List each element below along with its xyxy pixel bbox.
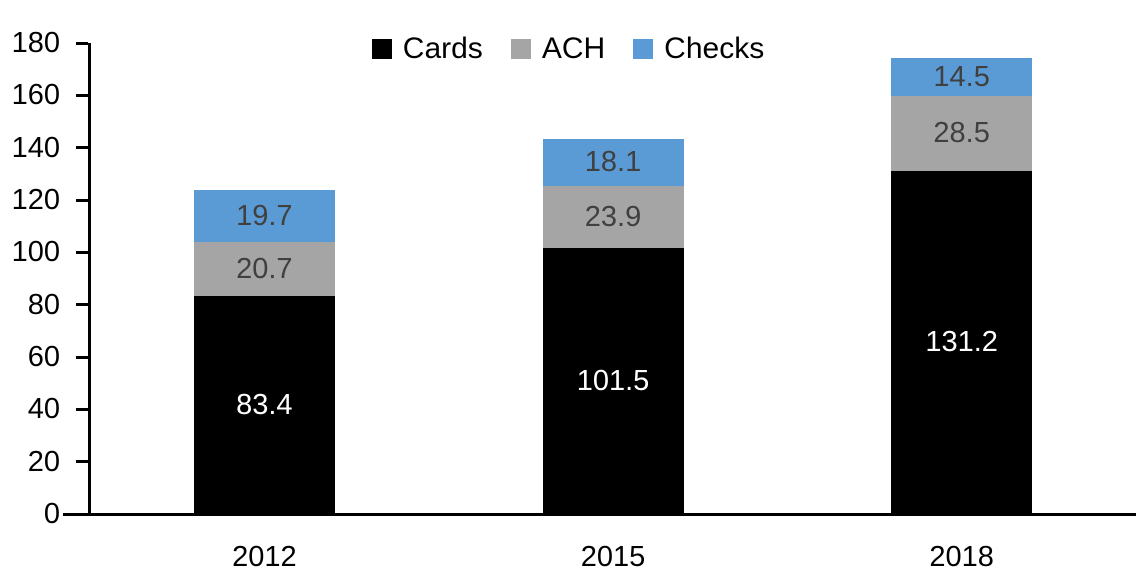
bar-segment-ach-2018: 28.5: [891, 96, 1033, 171]
bar-value-label: 14.5: [933, 61, 990, 94]
x-axis-label: 2015: [580, 541, 646, 573]
y-axis-tick-label: 160: [11, 79, 60, 112]
y-axis-tick-label: 140: [11, 131, 60, 164]
y-axis-tick: [76, 303, 88, 307]
bar-segment-ach-2012: 20.7: [193, 241, 335, 296]
bar-segment-checks-2018: 14.5: [891, 58, 1033, 97]
x-axis-label: 2012: [232, 541, 297, 573]
legend-swatch: [633, 39, 654, 59]
bar-segment-ach-2015: 23.9: [542, 185, 684, 249]
bar-value-label: 101.5: [576, 365, 650, 398]
y-axis-tick: [76, 41, 88, 45]
x-axis-label: 2018: [929, 541, 994, 573]
bar-value-label: 19.7: [236, 199, 293, 232]
legend-item-cards: Cards: [371, 32, 483, 66]
bar-segment-cards-2018: 131.2: [891, 170, 1033, 514]
y-axis-tick-label: 120: [11, 184, 60, 216]
legend-label: Cards: [402, 32, 483, 65]
y-axis-tick: [76, 93, 88, 97]
y-axis-tick: [76, 198, 88, 202]
y-axis-tick: [76, 355, 88, 359]
legend-swatch: [510, 39, 531, 59]
bar-value-label: 23.9: [584, 201, 642, 234]
bar-value-label: 83.4: [236, 388, 293, 421]
bar-value-label: 20.7: [236, 252, 293, 285]
bar-segment-checks-2012: 19.7: [193, 190, 335, 242]
x-axis: [63, 513, 1136, 516]
legend-swatch: [371, 39, 392, 59]
y-axis-tick: [76, 460, 88, 464]
legend-label: Checks: [664, 32, 765, 65]
y-axis-tick-label: 80: [27, 288, 60, 321]
y-axis-tick-label: 40: [27, 393, 60, 426]
y-axis-tick-label: 100: [11, 236, 60, 269]
y-axis-tick: [76, 407, 88, 411]
legend-label: ACH: [541, 32, 606, 65]
y-axis-tick-label: 20: [27, 445, 60, 478]
y-axis-tick-label: 60: [27, 341, 60, 373]
legend-item-checks: Checks: [633, 32, 764, 66]
y-axis: [88, 43, 91, 516]
bar-segment-checks-2015: 18.1: [542, 138, 684, 186]
y-axis-tick-label: 180: [11, 27, 60, 59]
bar-segment-cards-2015: 101.5: [542, 248, 684, 514]
bar-value-label: 131.2: [925, 326, 998, 359]
y-axis-tick: [76, 146, 88, 150]
bar-segment-cards-2012: 83.4: [193, 295, 335, 514]
bar-value-label: 28.5: [933, 117, 990, 150]
bar-value-label: 18.1: [584, 146, 642, 179]
y-axis-tick-label: 0: [43, 498, 60, 530]
legend-item-ach: ACH: [510, 32, 606, 66]
y-axis-tick: [76, 250, 88, 254]
